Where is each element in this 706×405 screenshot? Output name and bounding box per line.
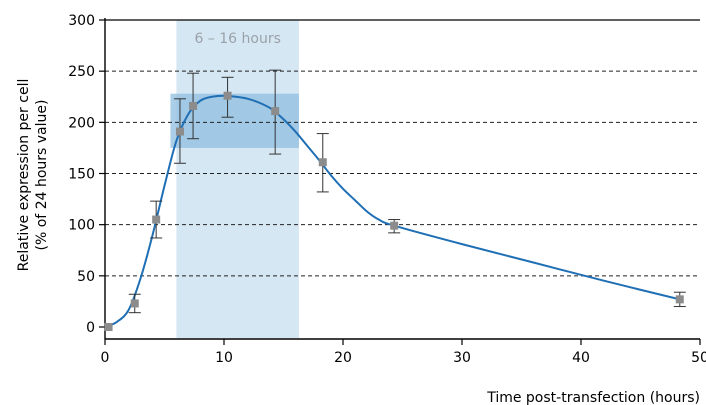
y-axis-title: Relative expression per cell (% of 24 hou… <box>16 79 50 272</box>
data-point <box>152 215 161 224</box>
data-point <box>675 295 684 304</box>
y-axis-title-line: (% of 24 hours value) <box>34 100 50 251</box>
peak-range-box <box>170 93 299 148</box>
data-point <box>189 101 198 110</box>
highlight-band <box>176 20 299 338</box>
data-point <box>175 127 184 136</box>
y-tick-label: 250 <box>68 64 95 80</box>
y-tick-label: 0 <box>86 320 95 336</box>
x-axis-title: Time post-transfection (hours) <box>486 390 700 405</box>
y-tick-label: 100 <box>68 218 95 234</box>
x-tick-label: 30 <box>453 350 471 366</box>
x-tick-label: 0 <box>101 350 110 366</box>
label-layer: 6 – 16 hours Time post-transfection (hour… <box>16 31 700 405</box>
data-point <box>104 323 113 331</box>
highlight-band-layer <box>170 20 299 338</box>
point-layer <box>104 91 684 331</box>
data-point <box>271 107 280 116</box>
x-tick-label: 10 <box>215 350 233 366</box>
x-tick-label: 50 <box>691 350 706 366</box>
grid-layer <box>105 19 700 277</box>
data-point <box>390 221 399 230</box>
x-tick-label: 40 <box>572 350 590 366</box>
band-label: 6 – 16 hours <box>194 31 280 47</box>
axis-layer: 0 50 100 150 200 250 300 0 10 20 30 40 50 <box>68 13 706 366</box>
data-point <box>130 299 139 308</box>
y-tick-label: 50 <box>77 269 95 285</box>
y-axis-title-line: Relative expression per cell <box>16 79 32 272</box>
x-tick-label: 20 <box>334 350 352 366</box>
y-tick-label: 300 <box>68 13 95 29</box>
y-tick-label: 150 <box>68 167 95 183</box>
y-tick-label: 200 <box>68 115 95 131</box>
data-point <box>318 158 327 167</box>
data-point <box>223 91 232 100</box>
